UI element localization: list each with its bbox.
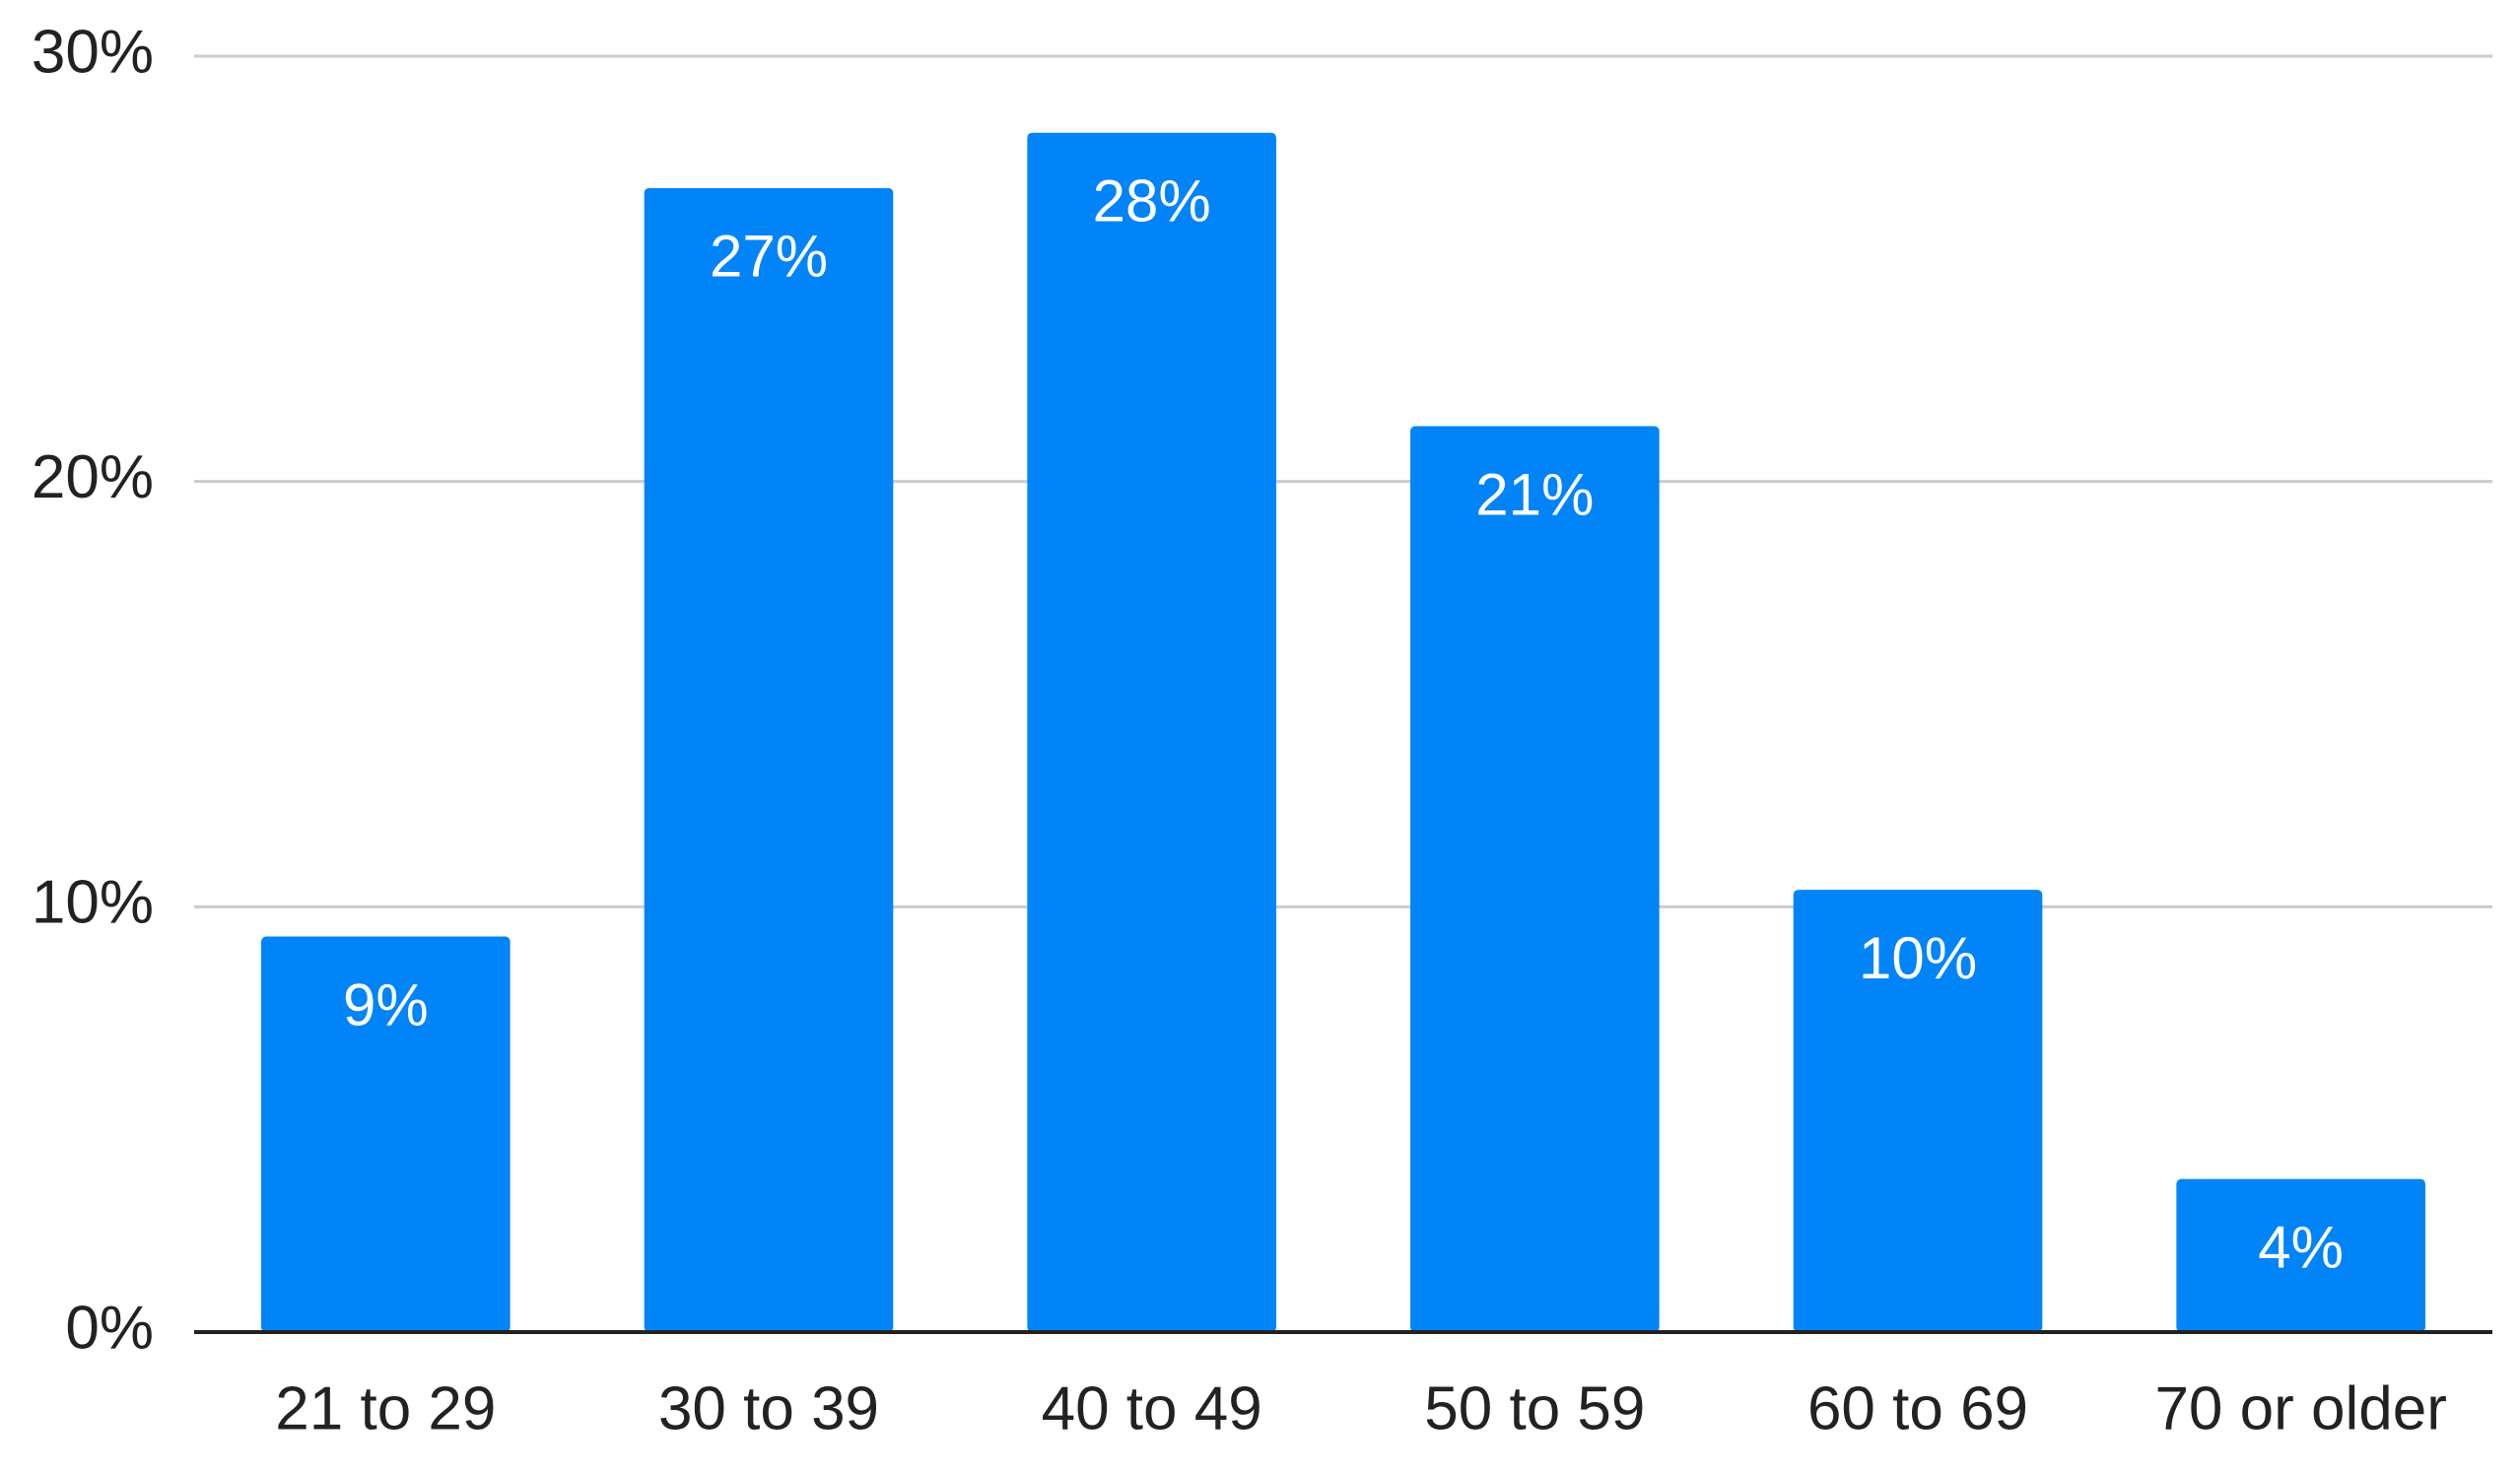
x-tick-label: 40 to 49 <box>1042 1374 1262 1442</box>
value-label: 28% <box>1093 168 1211 234</box>
value-label: 10% <box>1859 925 1977 991</box>
y-tick-label: 10% <box>32 869 154 937</box>
bar <box>644 187 894 1333</box>
y-tick-label: 30% <box>32 18 154 86</box>
bar <box>1793 890 2043 1332</box>
x-tick-label: 30 to 39 <box>658 1374 879 1442</box>
bar <box>1027 132 1276 1333</box>
value-label: 9% <box>343 971 429 1037</box>
x-tick-label: 21 to 29 <box>275 1374 496 1442</box>
x-tick-label: 70 or older <box>2154 1374 2446 1442</box>
value-label: 27% <box>710 224 828 290</box>
y-tick-label: 0% <box>65 1294 154 1362</box>
bar <box>2176 1178 2425 1332</box>
x-tick-label: 50 to 59 <box>1424 1374 1645 1442</box>
x-tick-label: 60 to 69 <box>1807 1374 2028 1442</box>
value-label: 21% <box>1475 461 1594 527</box>
y-tick-label: 20% <box>32 443 154 511</box>
bar <box>1410 426 1660 1332</box>
value-label: 4% <box>2258 1214 2344 1280</box>
bar <box>261 936 511 1332</box>
